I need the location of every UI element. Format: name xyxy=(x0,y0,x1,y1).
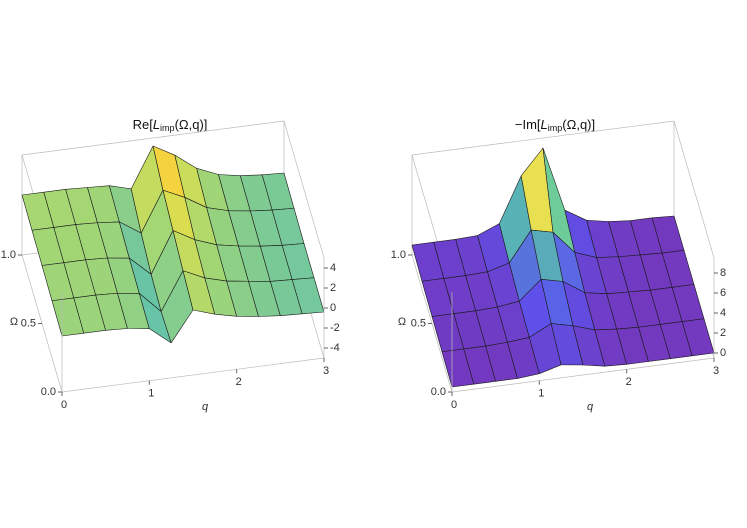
box-edge xyxy=(451,357,715,393)
chart-title: Re[Limp(Ω,q)] xyxy=(133,117,208,133)
y-tick-label: 1.0 xyxy=(391,249,406,261)
box-edge xyxy=(411,120,675,156)
box-edge xyxy=(283,120,325,259)
y-axis-label: Ω xyxy=(10,316,18,328)
x-axis-label: q xyxy=(587,401,594,413)
title-part: imp xyxy=(548,123,563,133)
title-part: imp xyxy=(160,123,175,133)
z-tick-label: 4 xyxy=(330,262,336,274)
box-edge xyxy=(673,120,715,259)
surface-cell xyxy=(681,318,715,357)
x-tick-label: 2 xyxy=(236,376,242,388)
title-part: L xyxy=(541,117,548,132)
title-part: (Ω,q)] xyxy=(175,117,208,132)
title-part: Re[ xyxy=(133,117,154,132)
z-tick-label: 6 xyxy=(720,287,726,299)
title-part: (Ω,q)] xyxy=(562,117,595,132)
x-tick-label: 1 xyxy=(148,388,154,400)
y-axis-label: Ω xyxy=(398,316,406,328)
x-tick-label: 0 xyxy=(451,399,457,411)
z-tick-label: 4 xyxy=(720,307,726,319)
title-part: L xyxy=(153,117,160,132)
z-tick-label: -2 xyxy=(330,322,340,334)
z-tick-label: 0 xyxy=(330,302,336,314)
x-tick-label: 2 xyxy=(626,376,632,388)
y-tick-label: 0.0 xyxy=(431,386,446,398)
y-tick-label: 0.0 xyxy=(41,386,56,398)
box-edge xyxy=(61,357,325,393)
z-tick-label: 2 xyxy=(720,327,726,339)
z-tick-label: 0 xyxy=(720,347,726,359)
z-tick-label: -4 xyxy=(330,342,340,354)
z-tick-label: 2 xyxy=(330,282,336,294)
x-tick-label: 3 xyxy=(323,365,329,377)
x-tick-label: 1 xyxy=(538,388,544,400)
y-tick-label: 0.5 xyxy=(21,317,36,329)
y-tick-label: 0.5 xyxy=(411,317,426,329)
y-tick-label: 1.0 xyxy=(1,249,16,261)
x-axis-label: q xyxy=(202,401,209,413)
box-edge xyxy=(21,120,285,156)
surface-cell xyxy=(291,277,325,315)
title-part: −Im[ xyxy=(515,117,541,132)
x-tick-label: 3 xyxy=(713,365,719,377)
x-tick-label: 0 xyxy=(61,399,67,411)
z-tick-label: 8 xyxy=(720,267,726,279)
chart-title: −Im[Limp(Ω,q)] xyxy=(515,117,595,133)
